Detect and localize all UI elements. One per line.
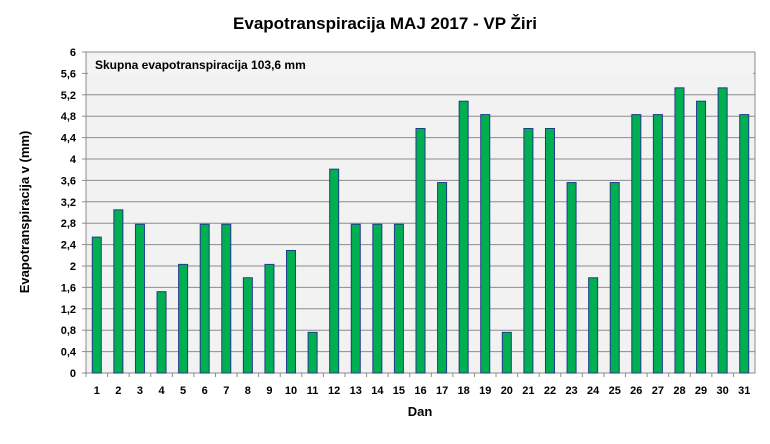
bar [588,277,599,374]
bar [221,223,232,374]
bar [113,209,124,374]
x-tick-label: 28 [673,385,685,397]
y-tick-label: 4,8 [61,111,76,123]
bar [264,263,275,374]
bar [156,291,167,374]
x-tick-label: 9 [266,385,272,397]
y-tick-label: 3,2 [61,197,76,209]
y-tick-label: 1,6 [61,282,76,294]
x-tick-label: 22 [544,385,556,397]
bar [501,331,512,374]
y-tick-label: 0,8 [61,325,76,337]
x-tick-label: 10 [285,385,297,397]
x-tick-label: 11 [307,385,319,397]
x-tick-label: 27 [652,385,664,397]
x-tick-label: 15 [393,385,405,397]
x-tick-label: 12 [328,385,340,397]
y-tick-label: 3,6 [61,175,76,187]
bar [544,128,555,374]
y-axis-label: Evapotranspiracija v (mm) [17,131,32,294]
x-tick-label: 6 [202,385,208,397]
bar [609,182,620,374]
y-tick-label: 2,4 [61,240,77,252]
x-tick-label: 14 [371,385,384,397]
bar [393,223,404,374]
bar [674,87,685,374]
y-tick-label: 4 [70,154,77,166]
bar [480,114,491,374]
x-tick-label: 17 [436,385,448,397]
x-tick-label: 8 [245,385,251,397]
bar [372,223,383,374]
y-tick-label: 0 [70,368,76,380]
y-tick-label: 2,8 [61,218,76,230]
x-tick-label: 21 [522,385,534,397]
chart-title: Evapotranspiracija MAJ 2017 - VP Žiri [233,14,537,33]
bar [178,263,189,374]
x-tick-label: 7 [223,385,229,397]
bar [91,236,102,374]
x-tick-label: 4 [158,385,165,397]
y-tick-label: 1,2 [61,304,76,316]
y-tick-label: 4,4 [61,133,77,145]
bar [329,168,340,374]
x-tick-label: 2 [115,385,121,397]
x-tick-label: 25 [609,385,621,397]
bar [631,114,642,374]
bar [199,223,210,374]
y-tick-label: 0,4 [61,347,77,359]
annotation-box [88,53,753,74]
total-annotation: Skupna evapotranspiracija 103,6 mm [95,58,306,72]
x-axis-label: Dan [408,404,433,419]
bar [286,249,297,374]
y-tick-label: 5,2 [61,90,76,102]
bar [696,100,707,374]
bar [652,114,663,374]
bar [458,100,469,374]
x-tick-label: 19 [479,385,491,397]
x-tick-label: 20 [501,385,513,397]
bar [242,277,253,374]
x-tick-label: 16 [414,385,426,397]
y-tick-label: 6 [70,47,76,59]
bar [739,114,750,374]
bar [717,87,728,374]
x-tick-label: 5 [180,385,186,397]
x-tick-label: 31 [738,385,750,397]
y-tick-label: 2 [70,261,76,273]
bar [134,223,145,374]
x-tick-label: 26 [630,385,642,397]
y-tick-label: 5,6 [61,68,76,80]
bar [566,182,577,374]
x-tick-label: 1 [94,385,100,397]
bar [415,128,426,374]
x-tick-label: 3 [137,385,143,397]
bar [437,182,448,374]
bar [350,223,361,374]
x-tick-label: 29 [695,385,707,397]
bar [523,128,534,374]
x-tick-label: 24 [587,385,600,397]
bar [307,331,318,374]
x-tick-label: 13 [350,385,362,397]
x-tick-label: 18 [458,385,470,397]
x-tick-label: 30 [717,385,729,397]
x-tick-label: 23 [565,385,577,397]
